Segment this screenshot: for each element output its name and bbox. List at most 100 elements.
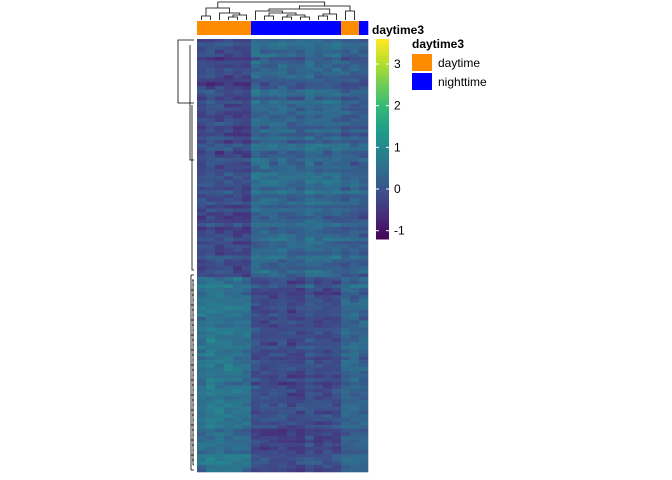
heatmap-cell (260, 429, 269, 433)
heatmap-cell (278, 454, 287, 458)
heatmap-cell (287, 82, 296, 86)
heatmap-cell (242, 147, 251, 151)
heatmap-cell (332, 378, 341, 382)
heatmap-cell (251, 281, 260, 285)
heatmap-cell (215, 295, 224, 299)
heatmap-cell (350, 248, 359, 252)
annotation-cell (323, 21, 332, 35)
heatmap-cell (260, 450, 269, 454)
heatmap-cell (359, 154, 368, 158)
heatmap-cell (269, 324, 278, 328)
heatmap-cell (197, 295, 206, 299)
colorbar-segment (376, 92, 389, 96)
heatmap-cell (215, 169, 224, 173)
heatmap-cell (323, 216, 332, 220)
heatmap-cell (287, 147, 296, 151)
heatmap-cell (359, 162, 368, 166)
heatmap-cell (314, 205, 323, 209)
heatmap-cell (224, 248, 233, 252)
heatmap-cell (359, 187, 368, 191)
heatmap-cell (215, 53, 224, 57)
heatmap-cell (233, 414, 242, 418)
heatmap-cell (278, 465, 287, 469)
heatmap-cell (350, 118, 359, 122)
heatmap-cell (359, 266, 368, 270)
heatmap-cell (323, 158, 332, 162)
heatmap-cell (278, 108, 287, 112)
heatmap-cell (197, 144, 206, 148)
heatmap-cell (323, 46, 332, 50)
annotation-cell (224, 21, 233, 35)
heatmap-cell (224, 389, 233, 393)
heatmap-cell (305, 357, 314, 361)
heatmap-cell (359, 151, 368, 155)
heatmap-cell (242, 378, 251, 382)
heatmap-cell (332, 75, 341, 79)
heatmap-cell (296, 320, 305, 324)
heatmap-cell (215, 248, 224, 252)
heatmap-cell (233, 219, 242, 223)
heatmap-cell (305, 234, 314, 238)
heatmap-cell (260, 223, 269, 227)
heatmap-cell (233, 216, 242, 220)
heatmap-cell (305, 169, 314, 173)
heatmap-cell (296, 335, 305, 339)
heatmap-cell (296, 151, 305, 155)
heatmap-cell (278, 450, 287, 454)
heatmap-cell (314, 90, 323, 94)
heatmap-cell (206, 151, 215, 155)
heatmap-cell (242, 382, 251, 386)
heatmap-cell (314, 169, 323, 173)
heatmap-cell (287, 118, 296, 122)
heatmap-cell (269, 176, 278, 180)
heatmap-cell (350, 129, 359, 133)
heatmap-cell (224, 454, 233, 458)
colorbar-segment (376, 236, 389, 240)
heatmap-cell (260, 382, 269, 386)
heatmap-cell (332, 313, 341, 317)
heatmap-cell (233, 259, 242, 263)
heatmap-cell (296, 176, 305, 180)
heatmap-cell (278, 223, 287, 227)
heatmap-cell (233, 43, 242, 47)
heatmap-cell (323, 320, 332, 324)
heatmap-cell (269, 288, 278, 292)
heatmap-cell (242, 281, 251, 285)
heatmap-cell (251, 100, 260, 104)
heatmap-cell (278, 440, 287, 444)
heatmap-cell (206, 53, 215, 57)
heatmap-cell (314, 39, 323, 43)
heatmap-cell (233, 122, 242, 126)
heatmap-cell (350, 68, 359, 72)
heatmap-cell (350, 425, 359, 429)
heatmap-cell (359, 465, 368, 469)
heatmap-cell (278, 173, 287, 177)
heatmap-cell (341, 317, 350, 321)
heatmap-cell (359, 378, 368, 382)
heatmap-cell (350, 353, 359, 357)
heatmap-cell (296, 165, 305, 169)
heatmap-cell (332, 82, 341, 86)
heatmap-cell (251, 389, 260, 393)
heatmap-cell (332, 165, 341, 169)
heatmap-cell (206, 245, 215, 249)
heatmap-cell (305, 288, 314, 292)
heatmap-cell (269, 219, 278, 223)
heatmap-cell (287, 111, 296, 115)
heatmap-cell (323, 245, 332, 249)
colorbar-segment (376, 209, 389, 213)
heatmap-cell (287, 375, 296, 379)
colorbar: 3210-1 (376, 39, 405, 240)
heatmap-cell (206, 118, 215, 122)
heatmap-cell (305, 367, 314, 371)
heatmap-cell (278, 357, 287, 361)
heatmap-cell (215, 205, 224, 209)
heatmap-cell (242, 425, 251, 429)
heatmap-cell (278, 393, 287, 397)
heatmap-cell (341, 328, 350, 332)
heatmap-cell (323, 93, 332, 97)
heatmap-cell (314, 357, 323, 361)
heatmap-cell (215, 122, 224, 126)
heatmap-cell (197, 191, 206, 195)
heatmap-cell (260, 216, 269, 220)
